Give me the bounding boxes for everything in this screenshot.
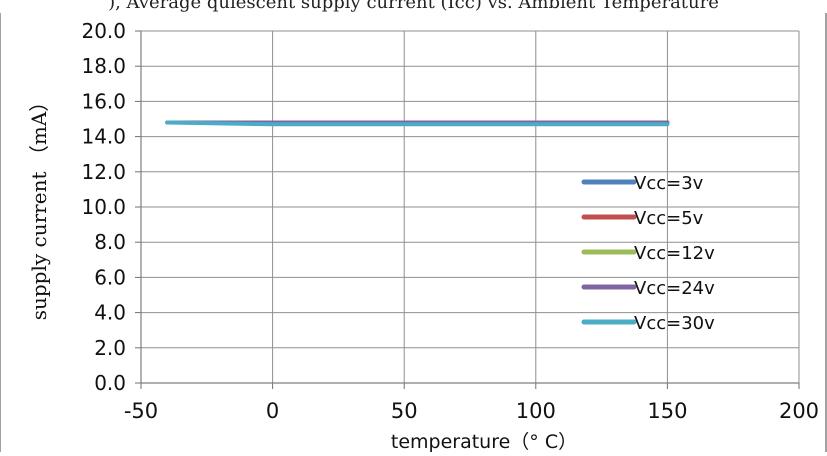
- x-tick-label: 150: [647, 399, 687, 423]
- legend-layer: Vcc=3v Vcc=5v Vcc=12v Vcc=24v Vcc=30v: [581, 173, 715, 334]
- series-layer: [165, 120, 670, 127]
- x-tick-label: -50: [124, 399, 158, 423]
- x-tick-label: 50: [391, 399, 418, 423]
- y-tick-label: 8.0: [94, 230, 126, 254]
- x-tick-label: 0: [266, 399, 279, 423]
- y-axis-title: supply current （mA）: [27, 92, 51, 321]
- series-line-vcc-30v: [165, 120, 670, 127]
- x-tick-label: 200: [779, 399, 819, 423]
- y-tick-label: 18.0: [81, 54, 126, 78]
- y-tick-label: 16.0: [81, 89, 126, 113]
- y-tick-label: 2.0: [94, 336, 126, 360]
- y-tick-label: 14.0: [81, 125, 126, 149]
- legend-label: Vcc=3v: [634, 173, 704, 194]
- legend-label: Vcc=5v: [634, 208, 704, 229]
- legend-label: Vcc=30v: [634, 313, 715, 334]
- y-tick-label: 0.0: [94, 371, 126, 395]
- legend-label: Vcc=12v: [634, 243, 715, 264]
- x-tick-label: 100: [516, 399, 556, 423]
- y-tick-label: 10.0: [81, 195, 126, 219]
- label-layer: 0.0 2.0 4.0 6.0 8.0 10.0 12.0 14.0 16.0 18.0 20.0 -…: [27, 19, 819, 453]
- y-tick-label: 6.0: [94, 265, 126, 289]
- legend-label: Vcc=24v: [634, 278, 715, 299]
- grid-layer: [140, 30, 800, 384]
- axis-layer: [0, 13, 827, 452]
- caption-fragment: ), Average quiescent supply current (Icc…: [108, 0, 719, 13]
- y-tick-label: 20.0: [81, 19, 126, 43]
- y-tick-label: 4.0: [94, 301, 126, 325]
- x-axis-title: temperature（° C）: [391, 431, 577, 452]
- y-tick-label: 12.0: [81, 160, 126, 184]
